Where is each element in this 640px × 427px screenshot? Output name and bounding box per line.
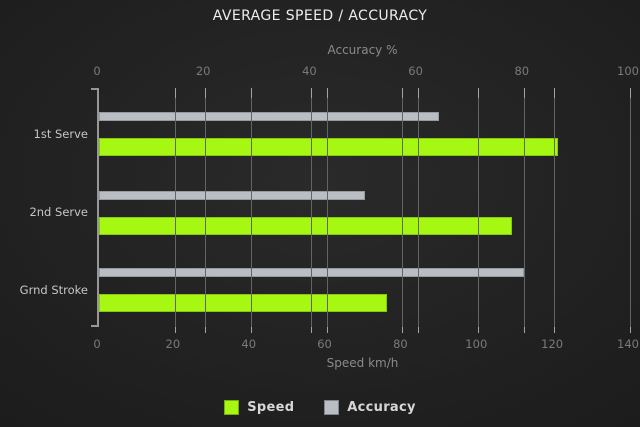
top-axis-label: Accuracy % [327, 43, 398, 57]
bar-speed-grnd-stroke [99, 294, 388, 312]
bar-accuracy-1st-serve [99, 112, 439, 121]
legend-label-accuracy: Accuracy [347, 399, 416, 415]
category-label-1st-serve: 1st Serve [33, 127, 88, 141]
axis-tick-top [478, 88, 480, 98]
bottom-tick-label: 60 [317, 337, 332, 351]
top-tick-label: 0 [93, 64, 101, 78]
gridline [554, 88, 556, 327]
axis-tick-bottom [402, 327, 404, 333]
axis-tick-top [417, 88, 419, 98]
axis-tick-top [523, 88, 525, 98]
bottom-tick-label: 40 [241, 337, 257, 351]
bar-speed-2nd-serve [99, 217, 513, 235]
legend-item-speed: Speed [224, 399, 295, 415]
axis-tick-top [554, 88, 556, 98]
gridline [402, 88, 404, 327]
plot-area [91, 88, 631, 333]
axis-tick-bottom [417, 327, 419, 333]
category-label-grnd-stroke: Grnd Stroke [19, 283, 88, 297]
top-tick-label: 40 [302, 64, 317, 78]
gridline [417, 88, 419, 327]
gridline [250, 88, 252, 327]
bar-speed-1st-serve [99, 138, 558, 156]
axis-tick-bottom [205, 327, 207, 333]
axis-tick-top [402, 88, 404, 98]
gridline [311, 88, 313, 327]
axis-tick-bottom [554, 327, 556, 333]
bottom-tick-label: 0 [93, 337, 101, 351]
axis-tick-top [630, 88, 631, 98]
gridline [523, 88, 525, 327]
bottom-tick-label: 140 [617, 337, 639, 351]
speed-swatch-icon [224, 399, 240, 415]
legend: Speed Accuracy [0, 398, 640, 416]
bottom-axis-label: Speed km/h [326, 356, 399, 370]
axis-tick-bottom [174, 327, 176, 333]
legend-item-accuracy: Accuracy [324, 399, 416, 415]
accuracy-swatch-icon [324, 399, 340, 415]
legend-label-speed: Speed [247, 399, 295, 415]
gridline [478, 88, 480, 327]
bottom-tick-label: 120 [541, 337, 564, 351]
bottom-tick-label: 100 [465, 337, 488, 351]
top-tick-label: 80 [514, 64, 530, 78]
bottom-axis-tick-labels: 0 20 40 60 80 100 120 140 [93, 337, 639, 351]
axis-tick-top [311, 88, 313, 98]
axis-tick-top [250, 88, 252, 98]
top-tick-label: 100 [617, 64, 639, 78]
axis-tick-top [205, 88, 207, 98]
axis-tick-bottom [311, 327, 313, 333]
gridline [630, 88, 631, 327]
axis-tick-top [326, 88, 328, 98]
gridline [326, 88, 328, 327]
axis-tick-bottom [250, 327, 252, 333]
axis-tick-bottom [326, 327, 328, 333]
top-tick-label: 20 [195, 64, 211, 78]
bottom-tick-label: 20 [165, 337, 181, 351]
gridline [174, 88, 176, 327]
axis-tick-bottom [630, 327, 631, 333]
chart-title: AVERAGE SPEED / ACCURACY [212, 8, 428, 24]
axis-tick-bottom [478, 327, 480, 333]
bottom-tick-label: 80 [393, 337, 408, 351]
axis-tick-bottom [523, 327, 525, 333]
top-axis-tick-labels: 0 20 40 60 80 100 [93, 64, 639, 78]
axis-tick-top [174, 88, 176, 98]
gridline [205, 88, 207, 327]
bar-accuracy-2nd-serve [99, 191, 365, 200]
top-tick-label: 60 [408, 64, 423, 78]
category-label-2nd-serve: 2nd Serve [29, 205, 88, 219]
